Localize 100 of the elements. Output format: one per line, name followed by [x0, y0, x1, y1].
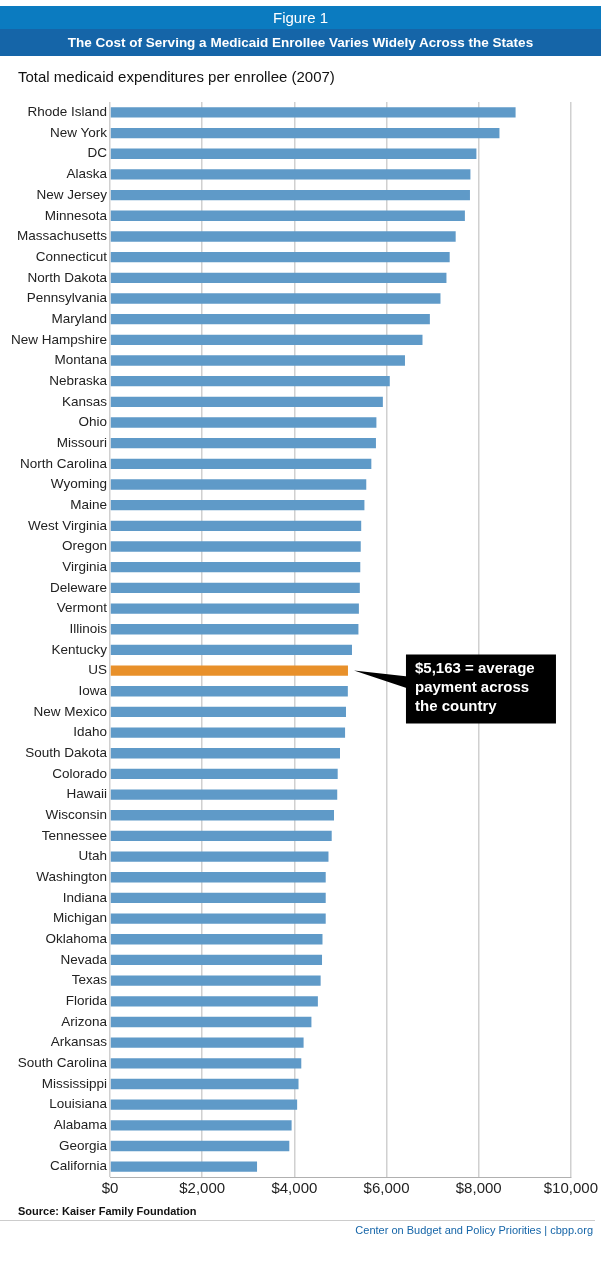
- bar: [110, 169, 471, 180]
- y-tick-label: Utah: [78, 848, 108, 864]
- bar: [110, 706, 346, 718]
- y-tick-label: Arizona: [61, 1013, 108, 1029]
- y-tick-label: South Carolina: [17, 1055, 108, 1071]
- bar: [110, 768, 338, 780]
- x-tick-label: $6,000: [363, 1179, 410, 1197]
- y-tick-label: Mississippi: [41, 1075, 108, 1091]
- bar: [110, 1161, 258, 1172]
- bar: [110, 1140, 290, 1152]
- bar: [110, 375, 390, 387]
- bar: [110, 272, 447, 283]
- y-tick-label: Pennsylvania: [26, 290, 108, 306]
- bar: [110, 417, 377, 428]
- bar: [110, 313, 430, 325]
- bar: [110, 913, 326, 924]
- y-tick-label: Connecticut: [35, 248, 108, 264]
- y-tick-label: New Mexico: [33, 703, 108, 719]
- y-tick-label: Ohio: [78, 414, 108, 430]
- text: Center on Budget and Policy Priorities | cbpp.org: [354, 1223, 594, 1238]
- y-tick-label: Louisiana: [49, 1096, 108, 1112]
- bar: [110, 127, 500, 139]
- y-tick-label: Maine: [70, 496, 108, 512]
- bar: [110, 975, 321, 986]
- bar: [110, 789, 338, 800]
- y-tick-label: Missouri: [56, 434, 108, 450]
- x-tick-label: $0: [101, 1179, 119, 1197]
- y-tick-label: California: [50, 1158, 108, 1174]
- y-tick-label: Wyoming: [50, 476, 108, 492]
- bar: [110, 189, 470, 201]
- y-tick-label: Michigan: [53, 910, 108, 926]
- bar: [110, 624, 359, 635]
- y-tick-label: New Hampshire: [11, 331, 108, 347]
- y-tick-label: Georgia: [59, 1137, 108, 1153]
- bar: [110, 830, 332, 842]
- y-tick-label: DC: [87, 145, 108, 161]
- y-tick-label: South Dakota: [25, 744, 108, 760]
- bar: [110, 582, 360, 594]
- bar: [110, 810, 335, 821]
- bar: [110, 438, 376, 449]
- y-tick-label: Oklahoma: [45, 931, 108, 946]
- bar: [110, 872, 326, 883]
- bar: [110, 851, 329, 862]
- bar: [110, 293, 441, 304]
- y-tick-label: Colorado: [52, 765, 108, 781]
- bar: [110, 396, 383, 407]
- y-tick-label: Hawaii: [66, 786, 108, 802]
- source-note: Source: Kaiser Family Foundation: [0, 1201, 595, 1221]
- y-tick-label: Wisconsin: [45, 806, 108, 822]
- bar: [110, 1058, 302, 1069]
- bar: [110, 1120, 292, 1131]
- y-tick-label: New Jersey: [36, 186, 108, 202]
- y-tick-label: Arkansas: [50, 1034, 108, 1050]
- y-tick-label: Illinois: [69, 620, 108, 636]
- bar: [110, 520, 362, 532]
- y-tick-label: Washington: [36, 868, 108, 884]
- annotation: $5,163 = average payment across the country: [414, 659, 535, 715]
- y-tick-label: Vermont: [56, 600, 108, 616]
- bar: [110, 210, 465, 221]
- bar: [110, 231, 456, 242]
- y-tick-label: Tennessee: [41, 827, 108, 843]
- y-tick-label: North Dakota: [27, 269, 108, 285]
- y-tick-label: Deleware: [50, 579, 108, 595]
- y-tick-label: US: [88, 662, 108, 678]
- bar: [110, 1037, 304, 1048]
- y-tick-label: Alaska: [66, 166, 108, 182]
- bar: [110, 996, 318, 1007]
- y-tick-label: Iowa: [78, 682, 108, 698]
- y-tick-label: Oregon: [62, 538, 108, 554]
- y-tick-label: North Carolina: [19, 455, 108, 471]
- y-tick-label: Minnesota: [44, 207, 108, 223]
- bar: [110, 1016, 312, 1028]
- y-tick-label: Maryland: [51, 310, 108, 326]
- y-tick-label: Virginia: [62, 558, 108, 574]
- x-tick-label: $10,000: [543, 1179, 599, 1197]
- chart-subtitle: Total medicaid expenditures per enrollee (2007): [17, 67, 336, 87]
- bar: [110, 107, 516, 118]
- x-tick-label: $2,000: [179, 1179, 226, 1197]
- y-tick-label: Kansas: [62, 393, 108, 409]
- y-tick-label: Indiana: [62, 889, 108, 905]
- bar: [110, 458, 372, 470]
- x-tick-label: $4,000: [271, 1179, 318, 1197]
- y-tick-label: Rhode Island: [27, 104, 108, 120]
- bar: [110, 644, 352, 656]
- bar: [110, 603, 359, 614]
- bar: [110, 892, 326, 904]
- y-tick-label: Idaho: [73, 724, 108, 740]
- bar: [110, 562, 361, 573]
- y-tick-label: New York: [49, 124, 108, 140]
- bar: [110, 355, 405, 366]
- bar: [110, 1078, 299, 1090]
- y-tick-label: Montana: [54, 352, 108, 368]
- chart-title: The Cost of Serving a Medicaid Enrollee Varies Widely Across the States: [0, 29, 601, 56]
- bar: [110, 334, 423, 345]
- y-tick-label: Kentucky: [51, 641, 108, 657]
- bar: [110, 727, 346, 738]
- bar: [110, 954, 323, 966]
- bar: [110, 748, 340, 759]
- y-tick-label: Massachusetts: [16, 228, 108, 244]
- bar: [110, 934, 323, 945]
